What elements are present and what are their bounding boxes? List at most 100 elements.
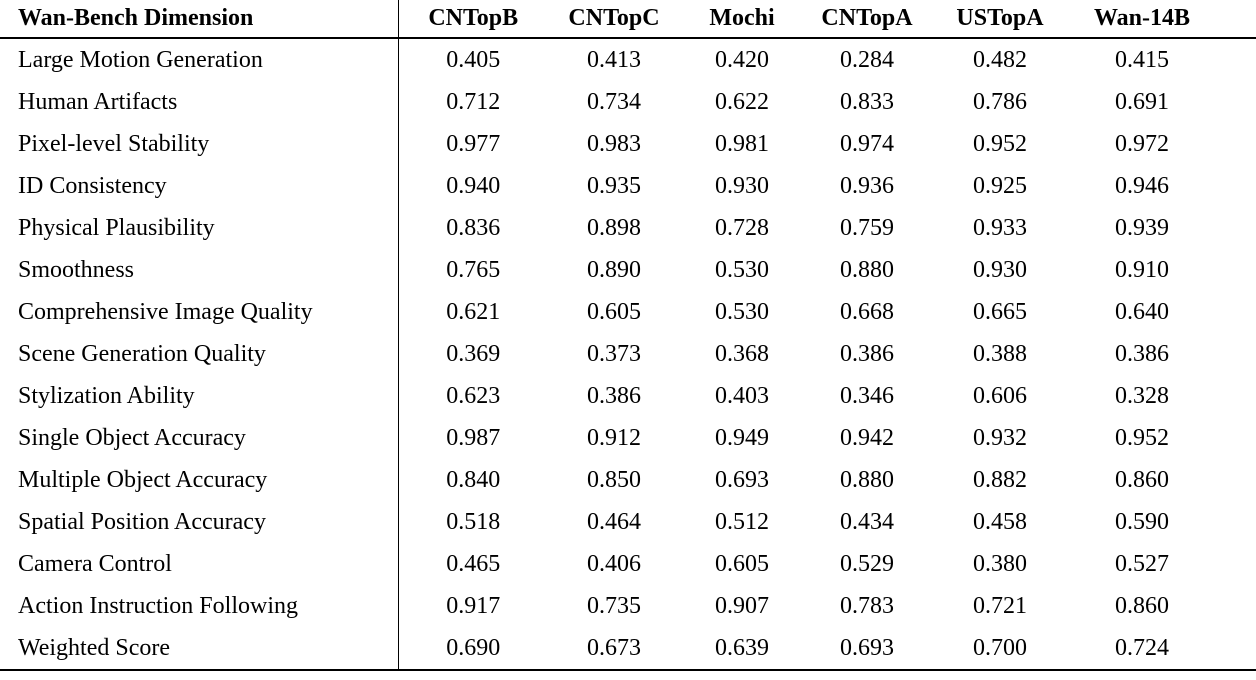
table-cell: 0.850 [587,466,641,493]
table-cell: 0.949 [715,424,769,451]
table-cell: 0.530 [715,298,769,325]
table-cell: 0.932 [973,424,1027,451]
table-header: Wan-Bench Dimension CNTopB CNTopC Mochi … [0,0,1256,38]
table-cell: 0.386 [1115,340,1169,367]
row-label: Action Instruction Following [18,592,298,619]
table-row: Smoothness 0.765 0.890 0.530 0.880 0.930 0.910 [0,249,1256,291]
table-cell: 0.942 [840,424,894,451]
table-cell: 0.700 [973,634,1027,661]
row-label: Multiple Object Accuracy [18,466,268,493]
table-cell: 0.983 [587,130,641,157]
table-row: Scene Generation Quality 0.369 0.373 0.368 0… [0,333,1256,375]
table-row: Single Object Accuracy 0.987 0.912 0.949 0.9… [0,417,1256,459]
column-header-cntopb: CNTopB [397,0,548,38]
row-label: Spatial Position Accuracy [18,508,266,535]
table-body: Large Motion Generation 0.405 0.413 0.420 0.… [0,38,1256,670]
table-cell: 0.765 [397,249,548,291]
table-row: Spatial Position Accuracy 0.518 0.464 0.512… [0,501,1256,543]
table-cell: 0.691 [1115,88,1169,115]
table-cell: 0.369 [397,333,548,375]
table-row: Stylization Ability 0.623 0.386 0.403 0.346 0… [0,375,1256,417]
column-header-dimension: Wan-Bench Dimension [18,5,254,31]
row-label: Large Motion Generation [18,46,263,73]
table-cell: 0.406 [587,550,641,577]
table-cell: 0.465 [397,543,548,585]
table-cell: 0.759 [840,214,894,241]
table-cell: 0.890 [587,256,641,283]
table-cell: 0.368 [715,340,769,367]
table-cell: 0.783 [840,592,894,619]
table-cell: 0.518 [397,501,548,543]
table-cell: 0.464 [587,508,641,535]
table-cell: 0.836 [397,207,548,249]
table-row: Large Motion Generation 0.405 0.413 0.420 0.… [0,38,1256,81]
table-cell: 0.529 [840,550,894,577]
table-cell: 0.946 [1115,172,1169,199]
table-cell: 0.930 [715,172,769,199]
table-row: Human Artifacts 0.712 0.734 0.622 0.833 0.786… [0,81,1256,123]
table-cell: 0.898 [587,214,641,241]
table-cell: 0.880 [840,256,894,283]
row-label: Physical Plausibility [18,214,215,241]
row-label: Smoothness [18,256,135,283]
table-cell: 0.981 [715,130,769,157]
table-cell: 0.860 [1115,592,1169,619]
table-header-row: Wan-Bench Dimension CNTopB CNTopC Mochi … [0,0,1256,38]
table-cell: 0.639 [715,634,769,661]
table-cell: 0.907 [715,592,769,619]
table-cell: 0.668 [840,298,894,325]
table-cell: 0.386 [587,382,641,409]
table-cell: 0.724 [1115,634,1169,661]
column-header-mochi: Mochi [709,5,775,31]
table-cell: 0.388 [973,340,1027,367]
row-label: Weighted Score [18,634,171,661]
table-cell: 0.728 [715,214,769,241]
table-cell: 0.530 [715,256,769,283]
table-cell: 0.721 [973,592,1027,619]
table-cell: 0.380 [973,550,1027,577]
column-header-wan14b: Wan-14B [1093,5,1191,31]
table-cell: 0.933 [973,214,1027,241]
table-cell: 0.693 [840,634,894,661]
table-row: Camera Control 0.465 0.406 0.605 0.529 0.380 0… [0,543,1256,585]
row-label: Single Object Accuracy [18,424,246,451]
table-row: Comprehensive Image Quality 0.621 0.605 0.5… [0,291,1256,333]
table-cell: 0.930 [973,256,1027,283]
table-cell: 0.693 [715,466,769,493]
table-cell: 0.605 [587,298,641,325]
table-cell: 0.880 [840,466,894,493]
table-cell: 0.734 [587,88,641,115]
column-header-cntopa: CNTopA [821,5,913,31]
table-cell: 0.917 [397,585,548,627]
table-cell: 0.434 [840,508,894,535]
table-cell: 0.590 [1115,508,1169,535]
table-cell: 0.977 [397,123,548,165]
table-cell: 0.972 [1115,130,1169,157]
table-cell: 0.939 [1115,214,1169,241]
table-cell: 0.712 [397,81,548,123]
table-cell: 0.413 [587,46,641,73]
table-cell: 0.974 [840,130,894,157]
table-cell: 0.605 [715,550,769,577]
table-cell: 0.415 [1115,46,1169,73]
table-cell: 0.640 [1115,298,1169,325]
table-cell: 0.882 [973,466,1027,493]
table-row: ID Consistency 0.940 0.935 0.930 0.936 0.925 0… [0,165,1256,207]
table-cell: 0.673 [587,634,641,661]
row-label: Camera Control [18,550,172,577]
table-row: Physical Plausibility 0.836 0.898 0.728 0.75… [0,207,1256,249]
table-cell: 0.405 [397,38,548,81]
table-row: Multiple Object Accuracy 0.840 0.850 0.693 0… [0,459,1256,501]
table-cell: 0.284 [840,46,894,73]
table-cell: 0.925 [973,172,1027,199]
table-cell: 0.910 [1115,256,1169,283]
table-cell: 0.458 [973,508,1027,535]
table-cell: 0.665 [973,298,1027,325]
table-row: Weighted Score 0.690 0.673 0.639 0.693 0.700 0… [0,627,1256,670]
table-cell: 0.840 [397,459,548,501]
table-cell: 0.940 [397,165,548,207]
table-cell: 0.622 [715,88,769,115]
column-header-cntopc: CNTopC [568,5,660,31]
